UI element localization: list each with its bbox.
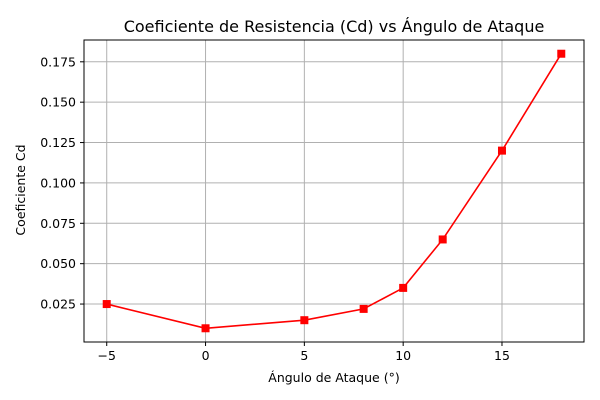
plot-frame (83, 39, 585, 343)
x-axis-label: Ángulo de Ataque (°) (268, 370, 399, 385)
axes (80, 39, 585, 346)
tick-labels: −5 0 5 10 15 0.025 0.050 0.075 0.100 0.125 0.150 0.… (40, 54, 510, 363)
data-point-marker (102, 300, 111, 309)
y-tick-label: 0.175 (40, 54, 76, 69)
y-tick-label: 0.125 (40, 135, 76, 150)
y-tick-label: 0.050 (40, 256, 76, 271)
data-point-marker (557, 49, 566, 58)
x-tick-label: 15 (494, 348, 510, 363)
x-tick-label: −5 (98, 348, 116, 363)
data-point-marker (438, 235, 447, 244)
chart-title: Coeficiente de Resistencia (Cd) vs Ángul… (124, 17, 545, 36)
y-tick-label: 0.150 (40, 95, 76, 110)
series-line (106, 53, 562, 330)
grid (84, 40, 584, 342)
data-point-marker (359, 304, 368, 313)
series-layer (102, 49, 566, 333)
y-tick-label: 0.100 (40, 175, 76, 190)
data-point-marker (300, 316, 309, 325)
x-tick-label: 5 (300, 348, 308, 363)
data-point-marker (201, 324, 210, 333)
y-tick-label: 0.025 (40, 297, 76, 312)
x-tick-label: 0 (202, 348, 210, 363)
x-tick-label: 10 (395, 348, 411, 363)
data-point-marker (497, 146, 506, 155)
data-point-marker (399, 283, 408, 292)
y-tick-label: 0.075 (40, 216, 76, 231)
y-axis-label: Coeficiente Cd (13, 144, 28, 235)
